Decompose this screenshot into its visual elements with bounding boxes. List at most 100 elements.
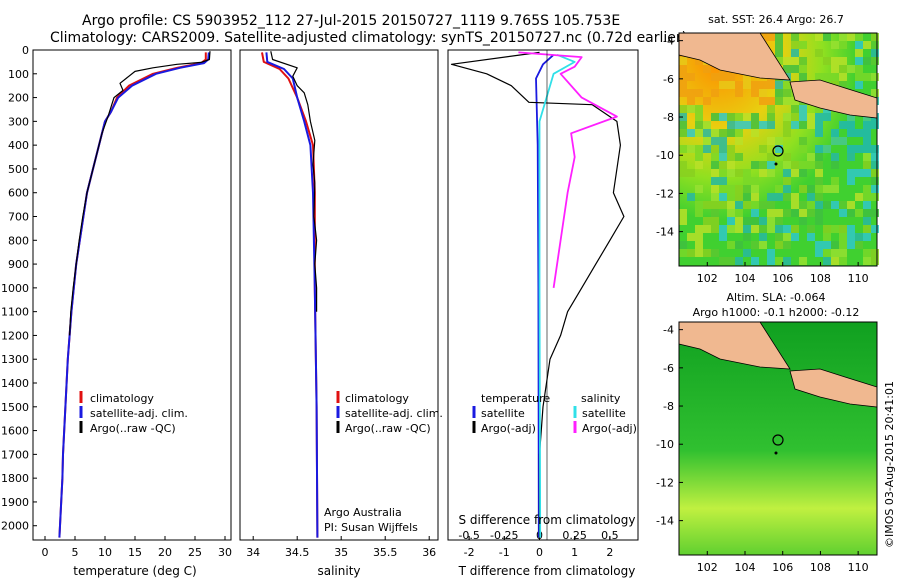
header-line2: Climatology: CARS2009. Satellite-adjuste… bbox=[50, 30, 687, 46]
sst-pixel bbox=[751, 81, 759, 89]
sst-pixel bbox=[743, 193, 751, 201]
sst-pixel bbox=[783, 97, 791, 105]
sst-pixel bbox=[863, 225, 871, 233]
sst-pixel bbox=[679, 145, 687, 153]
sst-pixel bbox=[767, 105, 775, 113]
sst-pixel bbox=[775, 225, 783, 233]
depth-tick-label: 500 bbox=[8, 163, 29, 176]
sst-pixel bbox=[839, 209, 847, 217]
sst-pixel bbox=[711, 185, 719, 193]
sst-pixel bbox=[759, 97, 767, 105]
sst-pixel bbox=[871, 145, 879, 153]
sst-pixel bbox=[687, 193, 695, 201]
sst-pixel bbox=[767, 97, 775, 105]
sst-pixel bbox=[831, 41, 839, 49]
sst-pixel bbox=[807, 185, 815, 193]
sst-pixel bbox=[823, 57, 831, 65]
x-tick-label: 36 bbox=[422, 546, 436, 559]
sst-pixel bbox=[727, 209, 735, 217]
sst-pixel bbox=[727, 217, 735, 225]
sla-map-axes: 102 104 106 108 110 -4 -6 -8 -10 -12 -14 bbox=[656, 324, 869, 574]
salinity-x-axis: 34 34.5 35 35.5 36 bbox=[246, 536, 436, 559]
legend-title-salinity: salinity bbox=[581, 392, 621, 405]
sst-pixel bbox=[807, 225, 815, 233]
lon-tick-label: 104 bbox=[735, 561, 756, 574]
depth-tick-label: 800 bbox=[8, 234, 29, 247]
sst-pixel bbox=[735, 89, 743, 97]
sst-pixel bbox=[831, 225, 839, 233]
sst-pixel bbox=[839, 225, 847, 233]
lat-tick-label: -14 bbox=[656, 226, 674, 239]
sst-pixel bbox=[839, 137, 847, 145]
sst-pixel bbox=[831, 73, 839, 81]
sst-pixel bbox=[743, 201, 751, 209]
sst-pixel bbox=[687, 233, 695, 241]
lat-tick-label: -8 bbox=[663, 400, 674, 413]
lon-tick-label: 110 bbox=[848, 561, 869, 574]
sst-pixel bbox=[831, 201, 839, 209]
sst-pixel bbox=[791, 33, 799, 41]
sst-pixel bbox=[679, 209, 687, 217]
depth-tick-label: 700 bbox=[8, 211, 29, 224]
sst-pixel bbox=[783, 121, 791, 129]
legend-label-argo: Argo(..raw -QC) bbox=[345, 422, 431, 435]
sst-pixel bbox=[815, 185, 823, 193]
t-difference-xlabel: T difference from climatology bbox=[458, 564, 636, 578]
salinity-legend: climatology satellite-adj. clim. Argo(..… bbox=[324, 391, 443, 534]
sst-pixel bbox=[751, 193, 759, 201]
sst-pixel bbox=[711, 161, 719, 169]
sst-pixel bbox=[735, 129, 743, 137]
sst-pixel bbox=[759, 233, 767, 241]
sst-pixel bbox=[759, 145, 767, 153]
depth-tick-label: 600 bbox=[8, 187, 29, 200]
sst-pixel bbox=[815, 105, 823, 113]
sst-map-title: sat. SST: 26.4 Argo: 26.7 bbox=[708, 13, 844, 26]
sst-pixel bbox=[823, 145, 831, 153]
sst-pixel bbox=[799, 201, 807, 209]
sst-pixel bbox=[823, 185, 831, 193]
series-line bbox=[518, 51, 618, 289]
sst-pixel bbox=[863, 233, 871, 241]
sst-pixel bbox=[831, 65, 839, 73]
sst-pixel bbox=[791, 193, 799, 201]
legend-label-t-argo: Argo(-adj) bbox=[481, 422, 536, 435]
sst-pixel bbox=[727, 169, 735, 177]
sst-pixel bbox=[871, 249, 879, 257]
sst-pixel bbox=[823, 73, 831, 81]
sst-pixel bbox=[719, 177, 727, 185]
sst-pixel bbox=[855, 65, 863, 73]
sst-pixel bbox=[807, 113, 815, 121]
sst-pixel bbox=[743, 121, 751, 129]
sst-pixel bbox=[791, 113, 799, 121]
sst-pixel bbox=[767, 33, 775, 41]
sst-pixel bbox=[871, 161, 879, 169]
sst-pixel bbox=[847, 209, 855, 217]
sst-pixel bbox=[831, 257, 839, 265]
temperature-xlabel: temperature (deg C) bbox=[73, 564, 196, 578]
sst-pixel bbox=[687, 145, 695, 153]
sst-pixel bbox=[679, 65, 687, 73]
sst-pixel bbox=[815, 241, 823, 249]
s-difference-xlabel: S difference from climatology bbox=[459, 513, 636, 527]
sst-pixel bbox=[831, 57, 839, 65]
sst-pixel bbox=[799, 41, 807, 49]
sst-pixel bbox=[695, 185, 703, 193]
sst-pixel bbox=[799, 113, 807, 121]
salinity-panel-frame bbox=[239, 49, 439, 541]
lon-tick-label: 104 bbox=[735, 272, 756, 285]
depth-tick-label: 1400 bbox=[1, 377, 29, 390]
lat-tick-label: -10 bbox=[656, 149, 674, 162]
temperature-panel-frame bbox=[32, 49, 232, 541]
sst-pixel bbox=[863, 41, 871, 49]
sst-pixel bbox=[759, 201, 767, 209]
sst-pixel bbox=[767, 225, 775, 233]
sst-pixel bbox=[711, 225, 719, 233]
sst-pixel bbox=[855, 41, 863, 49]
sst-pixel bbox=[791, 105, 799, 113]
argo-float-marker bbox=[772, 434, 784, 446]
sst-pixel bbox=[767, 113, 775, 121]
x-tick-label: 0 bbox=[42, 546, 49, 559]
lon-tick-label: 106 bbox=[772, 272, 793, 285]
lon-tick-label: 108 bbox=[810, 561, 831, 574]
